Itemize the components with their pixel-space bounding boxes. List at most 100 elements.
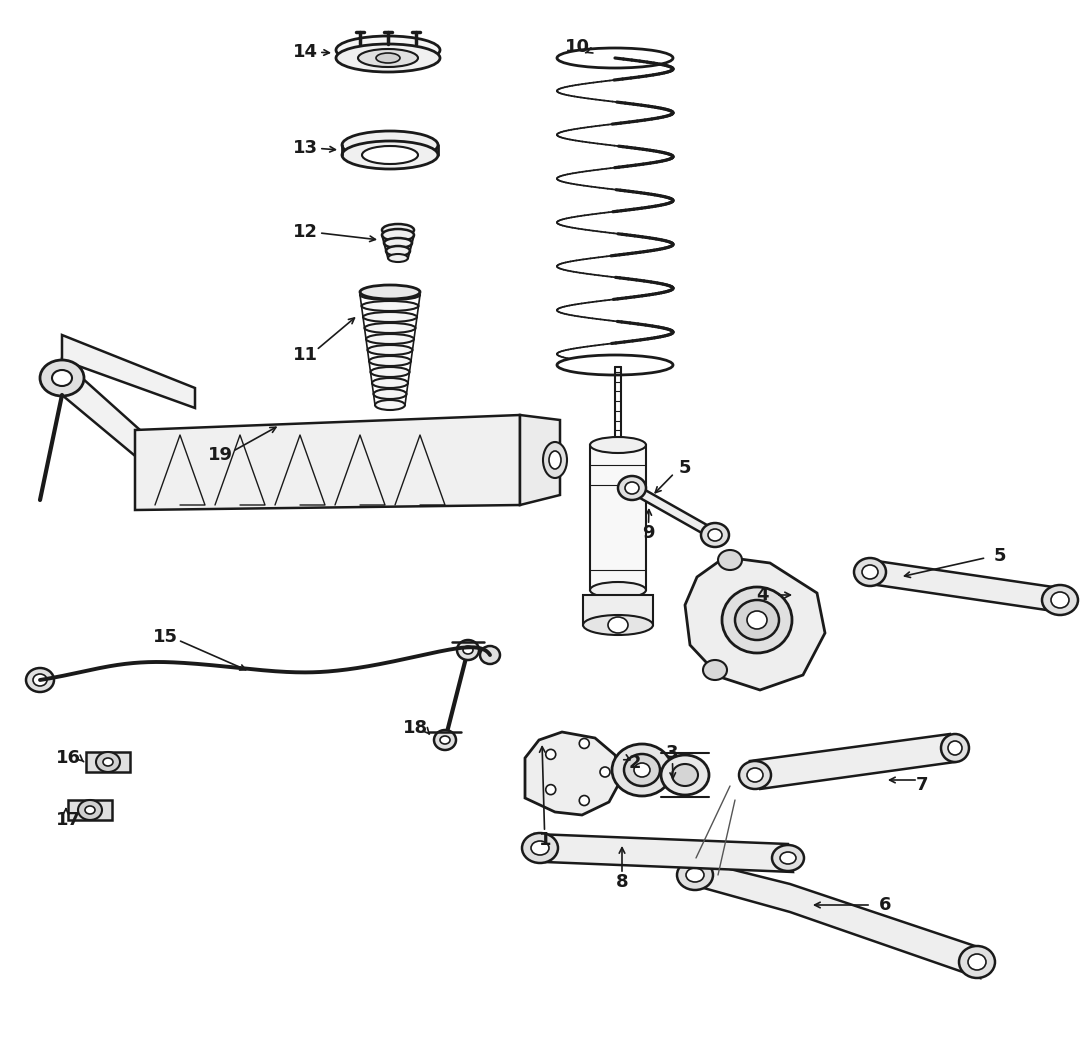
Ellipse shape [374, 389, 407, 399]
Ellipse shape [557, 48, 673, 68]
Ellipse shape [772, 844, 804, 872]
Text: 12: 12 [292, 223, 317, 241]
Ellipse shape [549, 451, 561, 469]
Polygon shape [690, 859, 980, 978]
Text: 18: 18 [402, 719, 427, 737]
Ellipse shape [382, 224, 414, 236]
Ellipse shape [948, 740, 962, 755]
Ellipse shape [722, 587, 792, 653]
Ellipse shape [375, 400, 405, 410]
Ellipse shape [579, 796, 590, 806]
Ellipse shape [735, 600, 779, 640]
Text: 16: 16 [56, 749, 81, 768]
Ellipse shape [634, 763, 650, 777]
Ellipse shape [52, 370, 72, 386]
Text: 5: 5 [994, 547, 1006, 565]
Ellipse shape [434, 730, 456, 750]
Text: 19: 19 [207, 446, 232, 464]
Ellipse shape [362, 146, 417, 164]
Text: 1: 1 [538, 831, 552, 849]
Text: 7: 7 [916, 776, 929, 794]
Polygon shape [525, 732, 622, 815]
Ellipse shape [780, 852, 796, 864]
Ellipse shape [522, 833, 558, 863]
Ellipse shape [543, 442, 567, 478]
Ellipse shape [557, 355, 673, 375]
Ellipse shape [480, 646, 500, 664]
Ellipse shape [708, 529, 722, 541]
Text: 8: 8 [616, 873, 628, 891]
Ellipse shape [579, 738, 590, 749]
Text: 3: 3 [666, 744, 678, 762]
Ellipse shape [457, 640, 479, 660]
Ellipse shape [862, 565, 879, 579]
Polygon shape [623, 478, 723, 545]
Ellipse shape [703, 660, 727, 680]
Ellipse shape [78, 800, 102, 820]
Ellipse shape [336, 44, 440, 72]
Text: 13: 13 [292, 139, 317, 157]
Ellipse shape [364, 323, 415, 333]
Ellipse shape [342, 141, 438, 170]
Ellipse shape [96, 752, 120, 772]
Ellipse shape [625, 482, 639, 494]
Ellipse shape [959, 946, 995, 978]
Ellipse shape [336, 36, 440, 64]
Ellipse shape [384, 238, 412, 248]
Ellipse shape [386, 246, 410, 256]
Ellipse shape [600, 768, 610, 777]
Ellipse shape [342, 131, 438, 159]
Ellipse shape [26, 668, 54, 692]
Polygon shape [135, 415, 520, 510]
Polygon shape [86, 752, 130, 772]
Ellipse shape [673, 764, 698, 786]
Ellipse shape [363, 312, 417, 322]
Ellipse shape [718, 550, 742, 570]
Ellipse shape [546, 750, 556, 759]
Ellipse shape [583, 615, 653, 635]
Text: 5: 5 [679, 459, 691, 477]
Polygon shape [62, 360, 140, 460]
Polygon shape [685, 557, 825, 690]
Ellipse shape [590, 437, 646, 453]
Ellipse shape [358, 49, 417, 67]
Ellipse shape [1042, 584, 1078, 615]
Polygon shape [68, 800, 112, 820]
Text: 6: 6 [879, 896, 892, 914]
Ellipse shape [531, 841, 549, 855]
Ellipse shape [686, 868, 704, 882]
Ellipse shape [366, 334, 414, 344]
Polygon shape [535, 834, 794, 872]
Polygon shape [590, 445, 646, 590]
Ellipse shape [661, 755, 708, 795]
Ellipse shape [40, 360, 84, 396]
Ellipse shape [677, 860, 713, 890]
Ellipse shape [968, 954, 986, 970]
Ellipse shape [371, 367, 410, 378]
Ellipse shape [623, 754, 661, 786]
Ellipse shape [102, 758, 113, 766]
Ellipse shape [853, 558, 886, 586]
Ellipse shape [747, 612, 767, 629]
Ellipse shape [941, 734, 969, 762]
Ellipse shape [362, 301, 419, 311]
Ellipse shape [33, 674, 47, 686]
Text: 11: 11 [292, 346, 317, 364]
Ellipse shape [376, 53, 400, 63]
Ellipse shape [1051, 592, 1069, 608]
Polygon shape [520, 415, 560, 505]
Ellipse shape [388, 254, 408, 262]
Ellipse shape [382, 229, 414, 241]
Ellipse shape [372, 378, 408, 388]
Ellipse shape [360, 290, 420, 300]
Text: 9: 9 [642, 524, 654, 542]
Polygon shape [870, 560, 1059, 612]
Text: 10: 10 [565, 38, 590, 56]
Ellipse shape [608, 617, 628, 633]
Ellipse shape [747, 768, 763, 782]
Text: 15: 15 [153, 628, 178, 646]
Ellipse shape [739, 761, 771, 789]
Ellipse shape [701, 523, 729, 547]
Polygon shape [62, 335, 195, 408]
Ellipse shape [463, 646, 473, 654]
